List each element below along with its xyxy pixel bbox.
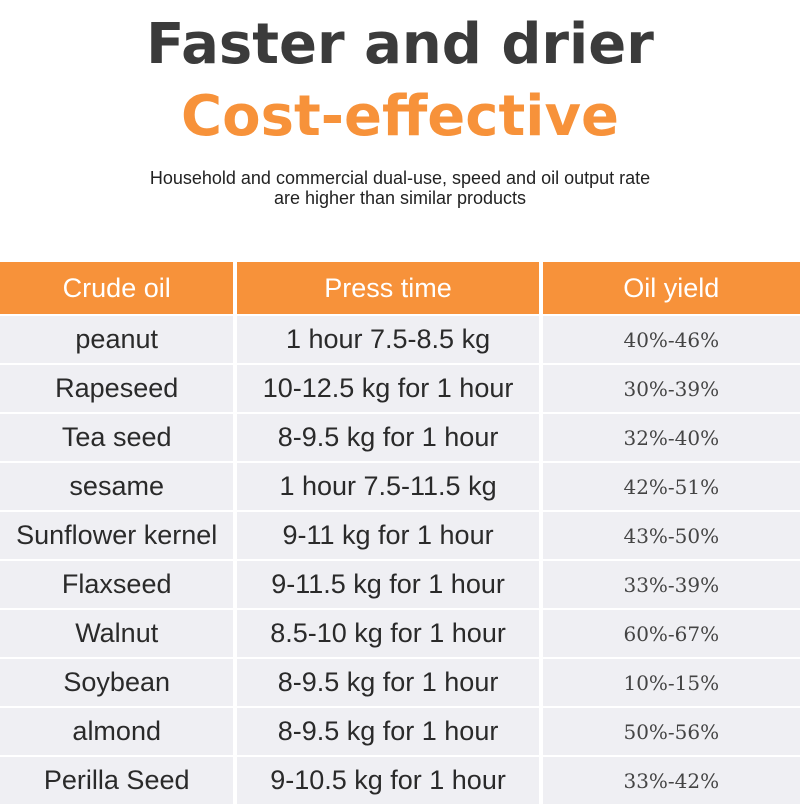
oil-yield-table: Crude oil Press time Oil yield peanut 1 h… <box>0 262 800 804</box>
headline-secondary: Cost-effective <box>181 84 619 149</box>
cell-crude-oil: Perilla Seed <box>0 757 234 804</box>
table-row: Soybean 8-9.5 kg for 1 hour 10%-15% <box>0 659 800 706</box>
row-divider <box>0 461 800 463</box>
cell-crude-oil: Sunflower kernel <box>0 512 234 559</box>
cell-press-time: 9-11.5 kg for 1 hour <box>237 561 539 608</box>
table-row: Sunflower kernel 9-11 kg for 1 hour 43%-50… <box>0 512 800 559</box>
cell-press-time: 8-9.5 kg for 1 hour <box>237 708 539 755</box>
subtitle-line-1: Household and commercial dual-use, speed… <box>149 168 651 188</box>
cell-crude-oil: almond <box>0 708 234 755</box>
cell-oil-yield: 42%-51% <box>542 463 800 510</box>
cell-crude-oil: Rapeseed <box>0 365 234 412</box>
row-divider <box>0 755 800 757</box>
cell-crude-oil: Tea seed <box>0 414 234 461</box>
row-divider <box>0 412 800 414</box>
table-row: sesame 1 hour 7.5-11.5 kg 42%-51% <box>0 463 800 510</box>
table-row: Flaxseed 9-11.5 kg for 1 hour 33%-39% <box>0 561 800 608</box>
cell-press-time: 1 hour 7.5-11.5 kg <box>237 463 539 510</box>
table-row: Walnut 8.5-10 kg for 1 hour 60%-67% <box>0 610 800 657</box>
row-divider <box>0 608 800 610</box>
cell-press-time: 10-12.5 kg for 1 hour <box>237 365 539 412</box>
header-crude-oil: Crude oil <box>0 262 234 314</box>
header-divider <box>0 314 800 316</box>
cell-press-time: 9-10.5 kg for 1 hour <box>237 757 539 804</box>
cell-press-time: 8.5-10 kg for 1 hour <box>237 610 539 657</box>
table-row: almond 8-9.5 kg for 1 hour 50%-56% <box>0 708 800 755</box>
row-divider <box>0 363 800 365</box>
row-divider <box>0 510 800 512</box>
row-divider <box>0 706 800 708</box>
cell-oil-yield: 33%-39% <box>542 561 800 608</box>
header-oil-yield: Oil yield <box>542 262 800 314</box>
cell-crude-oil: sesame <box>0 463 234 510</box>
table-row: peanut 1 hour 7.5-8.5 kg 40%-46% <box>0 316 800 363</box>
table-header-row: Crude oil Press time Oil yield <box>0 262 800 314</box>
row-divider <box>0 559 800 561</box>
cell-press-time: 9-11 kg for 1 hour <box>237 512 539 559</box>
cell-oil-yield: 40%-46% <box>542 316 800 363</box>
table-body: peanut 1 hour 7.5-8.5 kg 40%-46% Rapeseed 10… <box>0 316 800 804</box>
cell-oil-yield: 43%-50% <box>542 512 800 559</box>
cell-oil-yield: 60%-67% <box>542 610 800 657</box>
cell-oil-yield: 32%-40% <box>542 414 800 461</box>
cell-press-time: 8-9.5 kg for 1 hour <box>237 414 539 461</box>
subtitle-line-2: are higher than similar products <box>273 188 527 208</box>
table-row: Perilla Seed 9-10.5 kg for 1 hour 33%-42% <box>0 757 800 804</box>
table-row: Tea seed 8-9.5 kg for 1 hour 32%-40% <box>0 414 800 461</box>
cell-oil-yield: 33%-42% <box>542 757 800 804</box>
cell-oil-yield: 50%-56% <box>542 708 800 755</box>
cell-crude-oil: Walnut <box>0 610 234 657</box>
headline-primary: Faster and drier <box>146 12 654 77</box>
cell-press-time: 8-9.5 kg for 1 hour <box>237 659 539 706</box>
header-press-time: Press time <box>237 262 539 314</box>
cell-crude-oil: Flaxseed <box>0 561 234 608</box>
cell-oil-yield: 10%-15% <box>542 659 800 706</box>
subtitle: Household and commercial dual-use, speed… <box>0 168 800 208</box>
cell-crude-oil: Soybean <box>0 659 234 706</box>
table-row: Rapeseed 10-12.5 kg for 1 hour 30%-39% <box>0 365 800 412</box>
row-divider <box>0 657 800 659</box>
cell-crude-oil: peanut <box>0 316 234 363</box>
cell-press-time: 1 hour 7.5-8.5 kg <box>237 316 539 363</box>
cell-oil-yield: 30%-39% <box>542 365 800 412</box>
